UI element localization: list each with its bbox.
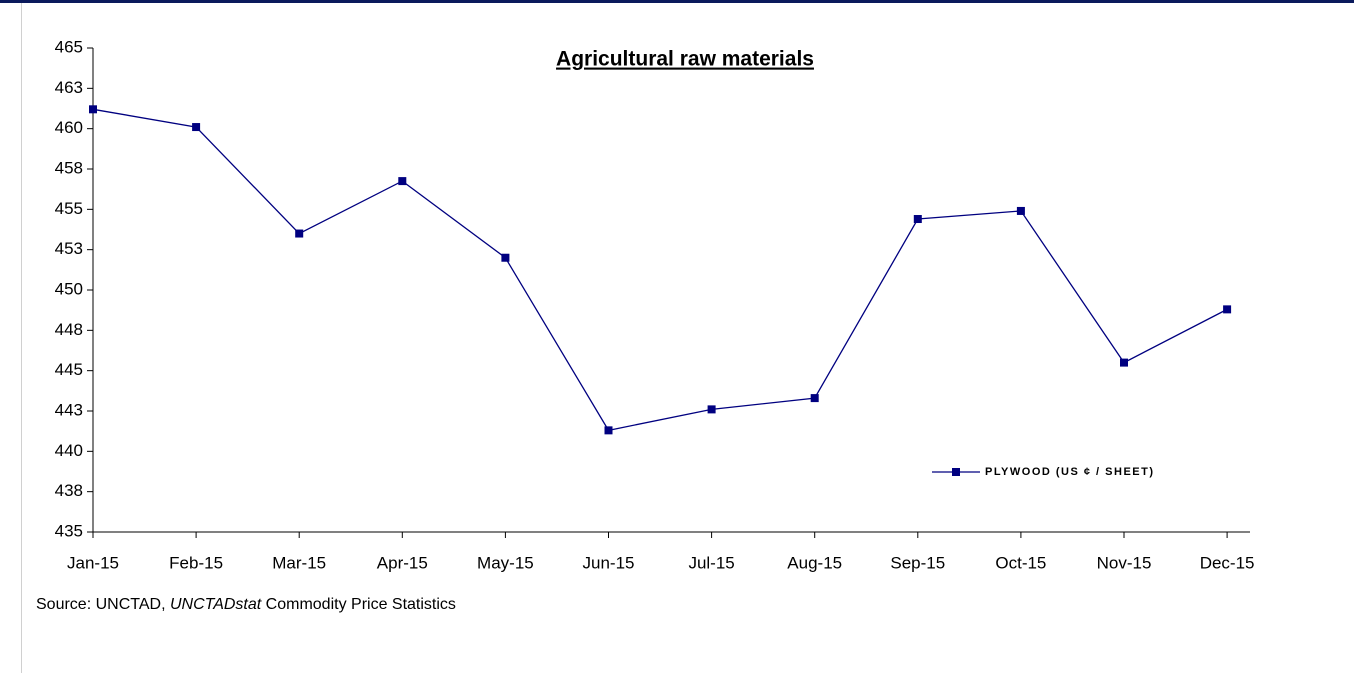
series-line: [92, 108, 1228, 432]
source-text: UNCTADstat: [169, 596, 262, 613]
y-tick-label: 440: [55, 441, 83, 460]
x-tick-label: Jun-15: [583, 553, 635, 572]
data-point: [89, 105, 97, 114]
chart-title: Agricultural raw materials: [556, 48, 814, 71]
legend-marker: [952, 468, 960, 476]
left-border: [21, 3, 22, 673]
y-tick-label: 443: [55, 400, 83, 419]
x-tick-label: May-15: [477, 553, 534, 572]
source-note: Source: UNCTAD, UNCTADstat Commodity Pri…: [36, 596, 456, 614]
y-tick-label: 450: [55, 279, 83, 298]
legend-label: PLYWOOD (US ¢ / SHEET): [985, 466, 1155, 478]
data-point: [604, 426, 613, 435]
source-text: Commodity Price Statistics: [261, 596, 456, 613]
x-tick-label: Jul-15: [688, 553, 734, 572]
data-point: [192, 123, 201, 132]
y-tick-label: 435: [55, 521, 83, 540]
data-point: [1120, 358, 1128, 367]
x-tick-label: Apr-15: [377, 553, 428, 572]
data-point: [707, 405, 716, 414]
data-point: [913, 215, 922, 224]
data-point: [810, 394, 819, 403]
x-tick-label: Mar-15: [272, 553, 326, 572]
y-tick-label: 463: [55, 78, 83, 97]
x-tick-label: Sep-15: [890, 553, 945, 572]
data-point: [1223, 305, 1232, 314]
y-tick-label: 460: [55, 118, 83, 137]
data-point: [1016, 206, 1025, 215]
x-tick-label: Oct-15: [995, 553, 1046, 572]
y-tick-label: 458: [55, 158, 83, 177]
x-tick-label: Feb-15: [169, 553, 223, 572]
x-tick-label: Dec-15: [1200, 553, 1255, 572]
y-tick-label: 465: [55, 37, 83, 56]
data-point: [501, 253, 510, 262]
y-tick-label: 448: [55, 320, 83, 339]
y-tick-label: 453: [55, 239, 83, 258]
x-tick-label: Aug-15: [787, 553, 842, 572]
y-tick-label: 445: [55, 360, 83, 379]
top-border: [0, 0, 1354, 3]
source-text: Source: UNCTAD,: [36, 596, 170, 613]
y-tick-label: 438: [55, 481, 83, 500]
x-tick-label: Nov-15: [1097, 553, 1152, 572]
x-tick-label: Jan-15: [67, 553, 119, 572]
data-point: [295, 229, 304, 238]
y-tick-label: 455: [55, 199, 83, 218]
data-point: [398, 177, 407, 186]
